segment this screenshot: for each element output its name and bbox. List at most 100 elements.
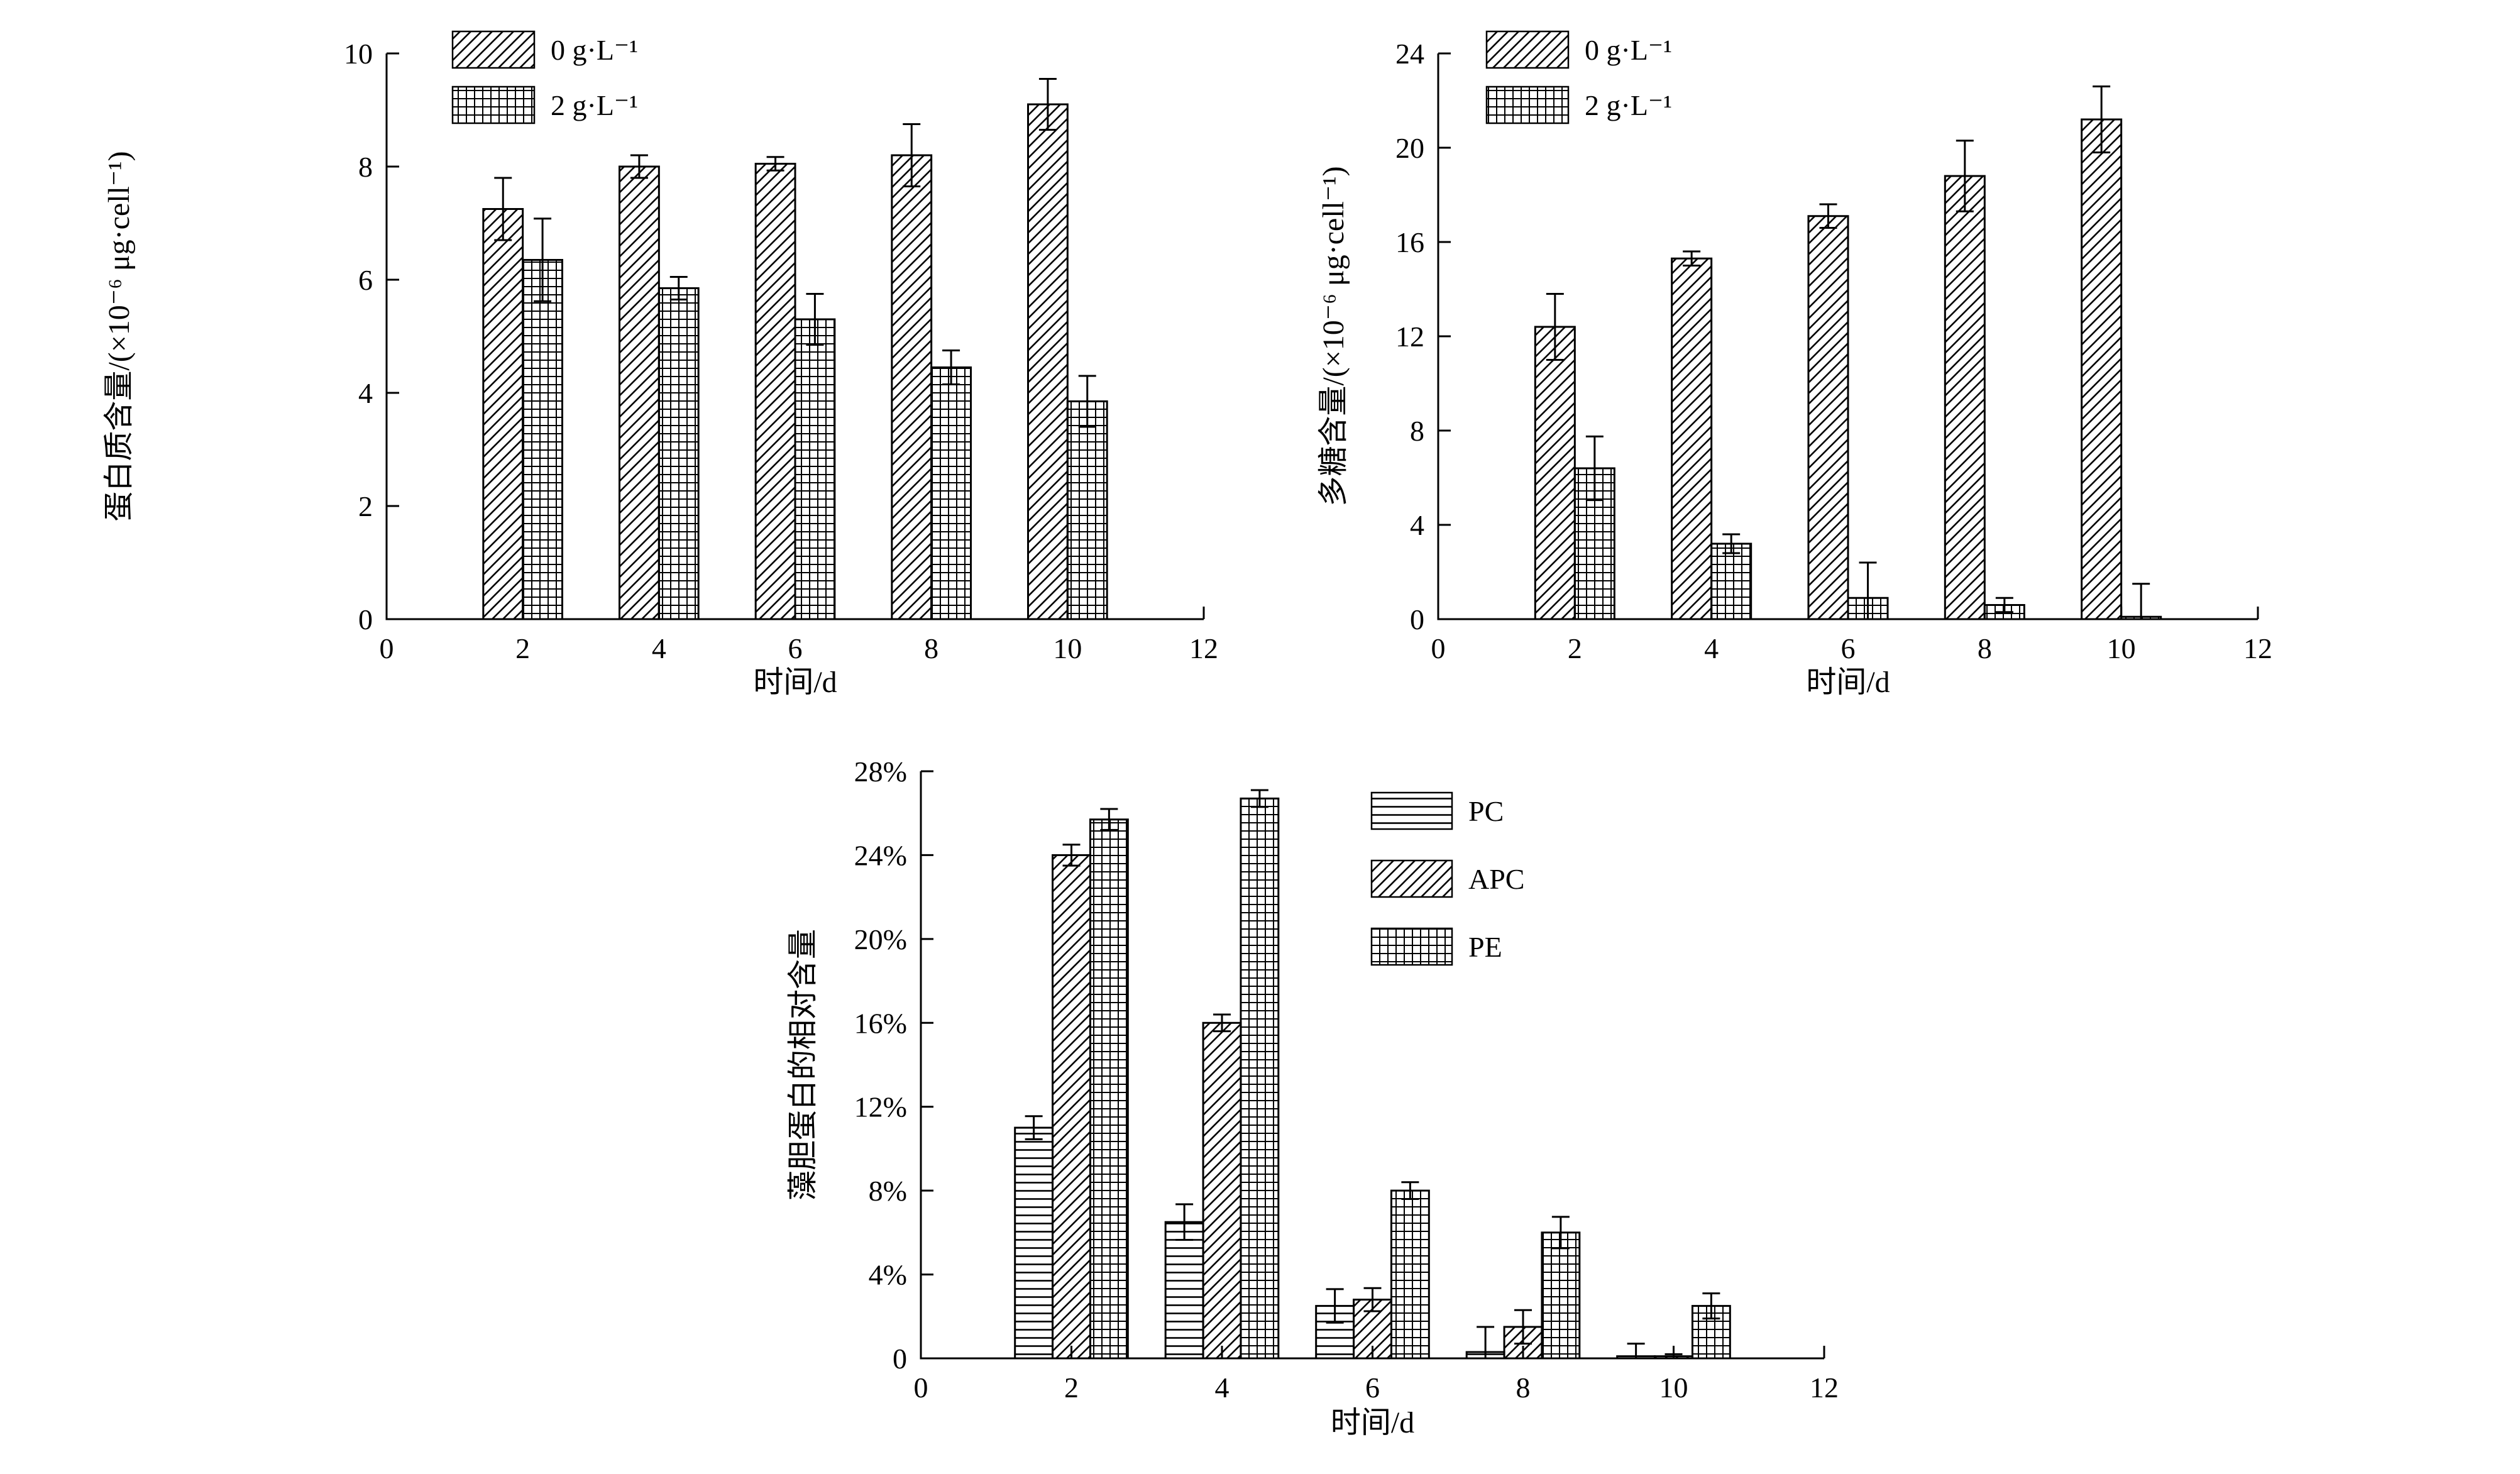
bar bbox=[1240, 797, 1280, 1360]
bar bbox=[1027, 103, 1069, 620]
bar bbox=[1534, 326, 1576, 620]
error-bar bbox=[1722, 533, 1741, 554]
y-tick-label: 4 bbox=[358, 377, 373, 409]
x-tick-label: 0 bbox=[914, 1372, 928, 1404]
y-tick-label: 8 bbox=[1410, 415, 1424, 447]
bar bbox=[2081, 118, 2123, 620]
chart-phycobiliprotein-y-axis-title: 藻胆蛋白的相对含量 bbox=[786, 928, 820, 1201]
legend-label: 0 g·L⁻¹ bbox=[551, 34, 638, 66]
error-bar bbox=[806, 293, 824, 346]
y-tick-label: 0 bbox=[1410, 603, 1424, 635]
bar bbox=[658, 287, 700, 620]
error-bar bbox=[942, 349, 960, 385]
chart-phycobiliprotein-x-axis-title: 时间/d bbox=[1330, 1406, 1415, 1439]
error-bar bbox=[1683, 250, 1701, 267]
error-bar bbox=[534, 217, 552, 302]
legend-label: PC bbox=[1468, 795, 1504, 827]
axes bbox=[385, 52, 1205, 620]
error-bar bbox=[1995, 597, 2013, 613]
y-tick-label: 4% bbox=[869, 1259, 907, 1291]
y-tick-label: 8% bbox=[869, 1175, 907, 1207]
legend-swatch-hlines bbox=[1370, 791, 1453, 830]
chart-protein-x-axis-title: 时间/d bbox=[753, 666, 837, 699]
legend-swatch-grid bbox=[1370, 927, 1453, 966]
error-bar bbox=[1213, 1013, 1231, 1033]
x-tick-label: 12 bbox=[1810, 1372, 1839, 1404]
error-bar bbox=[1627, 1343, 1645, 1358]
chart-phycobiliprotein: 0 2 4 6 8 10 12 0 4% 8% 12% 16% 20% 24% 28% PC APC PE 藻胆蛋… bbox=[742, 732, 1954, 1474]
error-bar bbox=[1702, 1292, 1720, 1320]
chart-polysaccharide-x-axis-title: 时间/d bbox=[1806, 666, 1890, 699]
x-tick-label: 8 bbox=[1516, 1372, 1531, 1404]
bars-PE bbox=[1089, 797, 1731, 1360]
error-bar bbox=[494, 177, 512, 241]
error-bar bbox=[1956, 140, 1974, 212]
y-tick-label: 6 bbox=[358, 264, 373, 296]
x-tick-label: 8 bbox=[924, 632, 938, 664]
bar bbox=[1014, 1126, 1054, 1360]
error-bar bbox=[1038, 78, 1057, 131]
chart-phycobiliprotein-plot: 0 2 4 6 8 10 12 0 4% 8% 12% 16% 20% 24% 28% PC APC PE bbox=[854, 756, 1839, 1404]
bar bbox=[1089, 818, 1129, 1360]
y-tick-label: 24% bbox=[854, 839, 907, 871]
bar bbox=[1710, 542, 1752, 620]
legend-swatch-diag bbox=[1485, 30, 1570, 69]
bar bbox=[1052, 854, 1091, 1360]
error-bar bbox=[1363, 1287, 1382, 1312]
x-tick-label: 12 bbox=[2243, 632, 2272, 664]
error-bar bbox=[1100, 808, 1118, 831]
y-tick-label: 0 bbox=[893, 1343, 907, 1375]
y-tick-label: 2 bbox=[358, 490, 373, 522]
x-tick-label: 4 bbox=[652, 632, 666, 664]
x-tick-label: 4 bbox=[1704, 632, 1719, 664]
error-bar bbox=[1585, 435, 1604, 502]
legend-label: 0 g·L⁻¹ bbox=[1585, 34, 1672, 66]
error-bar bbox=[903, 123, 921, 187]
y-tick-label: 20% bbox=[854, 923, 907, 955]
chart-protein-plot: 0 2 4 6 8 10 12 0 2 4 6 8 10 0 g·L⁻¹ 2 g·L⁻¹ bbox=[344, 30, 1218, 664]
error-bar bbox=[1546, 293, 1564, 361]
x-tick-label: 6 bbox=[1365, 1372, 1380, 1404]
legend-label: 2 g·L⁻¹ bbox=[551, 89, 638, 121]
chart-protein-y-axis-title: 蛋白质含量/(×10⁻⁶ μg·cell⁻¹) bbox=[102, 151, 136, 522]
bar bbox=[482, 208, 524, 620]
bar bbox=[1202, 1021, 1242, 1360]
x-tick-label: 0 bbox=[380, 632, 394, 664]
error-bars bbox=[494, 78, 1096, 428]
bar bbox=[1390, 1189, 1430, 1360]
bar bbox=[522, 259, 564, 620]
error-bar bbox=[1477, 1326, 1495, 1358]
bar bbox=[1541, 1231, 1581, 1360]
x-tick-label: 0 bbox=[1431, 632, 1446, 664]
y-tick-label: 10 bbox=[344, 38, 373, 70]
y-tick-label: 4 bbox=[1410, 509, 1424, 541]
legend-swatch-grid bbox=[1485, 85, 1570, 124]
error-bar bbox=[1062, 844, 1081, 867]
y-tick-label: 16 bbox=[1395, 226, 1424, 258]
error-bar bbox=[1175, 1203, 1194, 1241]
bar bbox=[1944, 175, 1986, 620]
bar bbox=[1807, 215, 1849, 620]
y-tick-label: 24 bbox=[1395, 38, 1424, 70]
x-tick-label: 10 bbox=[1053, 632, 1082, 664]
x-tick-label: 10 bbox=[2107, 632, 2136, 664]
legend: PC APC PE bbox=[1370, 791, 1524, 966]
bar bbox=[794, 318, 836, 620]
error-bar bbox=[669, 276, 688, 300]
bar bbox=[1066, 400, 1108, 620]
x-tick-label: 2 bbox=[1064, 1372, 1079, 1404]
error-bar bbox=[2132, 583, 2150, 619]
error-bar bbox=[1025, 1115, 1043, 1140]
legend-swatch-grid bbox=[451, 85, 536, 124]
bars-0 g·L⁻¹ bbox=[1534, 118, 2123, 620]
y-tick-label: 12 bbox=[1395, 321, 1424, 353]
x-tick-label: 10 bbox=[1659, 1372, 1688, 1404]
bar bbox=[1671, 257, 1713, 620]
axes bbox=[920, 770, 1825, 1360]
error-bar bbox=[1514, 1309, 1532, 1345]
tick-labels: 0 2 4 6 8 10 12 0 2 4 6 8 10 bbox=[344, 38, 1218, 664]
x-tick-label: 12 bbox=[1189, 632, 1218, 664]
